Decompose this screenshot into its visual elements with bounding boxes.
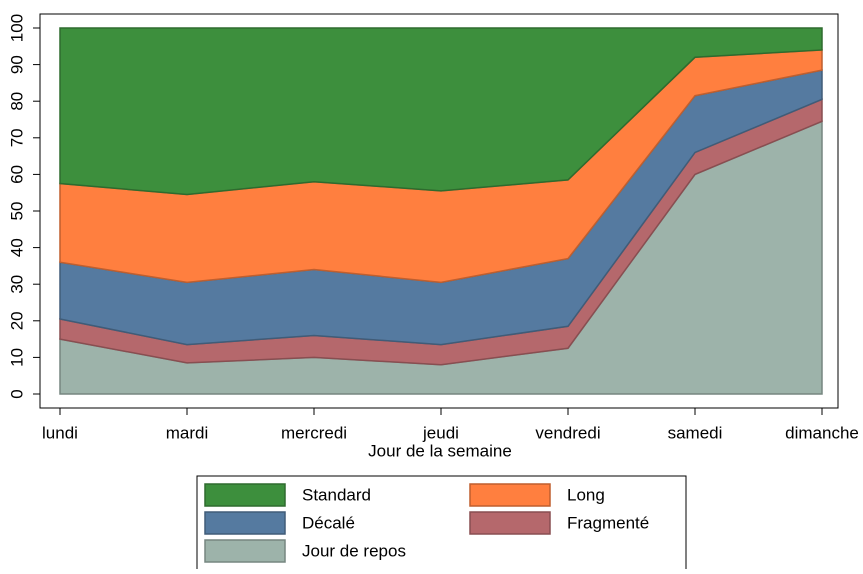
x-tick-label: samedi — [668, 423, 723, 442]
legend-label: Jour de repos — [302, 541, 406, 560]
legend-swatch — [204, 539, 286, 563]
y-tick-label: 0 — [7, 389, 26, 398]
y-tick-label: 90 — [7, 55, 26, 74]
area — [59, 27, 823, 196]
x-axis-title: Jour de la semaine — [368, 441, 512, 460]
legend-swatch — [469, 511, 551, 535]
x-tick-label: dimanche — [785, 423, 859, 442]
x-tick-label: jeudi — [422, 423, 459, 442]
x-tick-label: lundi — [42, 423, 78, 442]
y-tick-label: 50 — [7, 202, 26, 221]
legend-swatch — [204, 511, 286, 535]
y-tick-label: 10 — [7, 348, 26, 367]
legend-label: Standard — [302, 485, 371, 504]
legend-label: Décalé — [302, 513, 355, 532]
legend-swatch — [469, 483, 551, 507]
y-tick-label: 20 — [7, 311, 26, 330]
plot-frame — [39, 13, 839, 409]
y-tick-label: 40 — [7, 238, 26, 257]
y-tick-label: 70 — [7, 128, 26, 147]
legend-swatch — [204, 483, 286, 507]
x-tick-label: vendredi — [535, 423, 600, 442]
y-tick-label: 100 — [7, 14, 26, 42]
y-tick-label: 80 — [7, 92, 26, 111]
legend-label: Long — [567, 485, 605, 504]
y-tick-label: 30 — [7, 275, 26, 294]
x-tick-label: mercredi — [281, 423, 347, 442]
y-tick-label: 60 — [7, 165, 26, 184]
x-tick-label: mardi — [166, 423, 209, 442]
legend-label: Fragmenté — [567, 513, 649, 532]
